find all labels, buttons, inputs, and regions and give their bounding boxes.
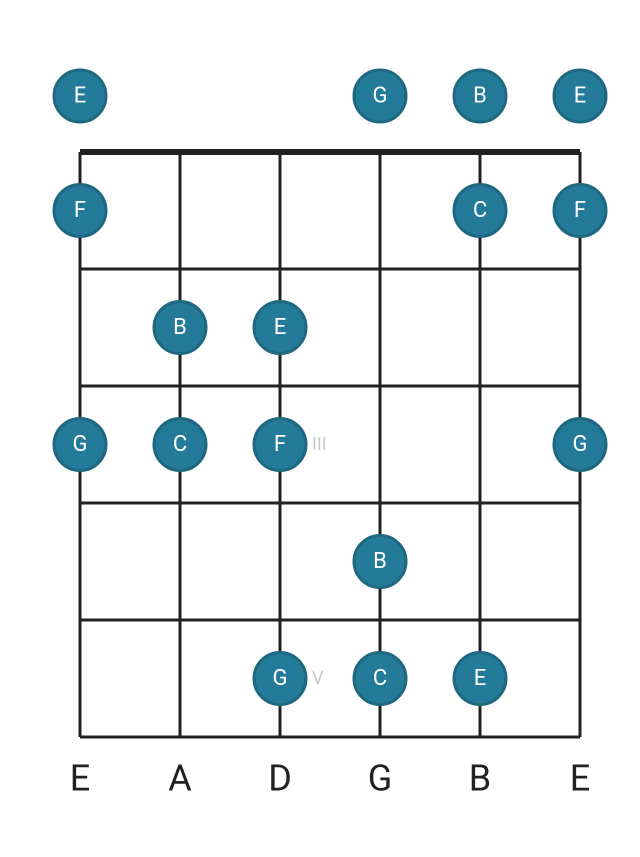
- note-s0-f1: F: [54, 185, 106, 237]
- note-open-s3: G: [354, 70, 406, 122]
- note-s3-f5: C: [354, 653, 406, 705]
- note-label: F: [574, 198, 586, 223]
- fret-marker: V: [312, 668, 324, 689]
- note-label: F: [74, 198, 86, 223]
- note-s1-f2: B: [154, 302, 206, 354]
- note-s3-f4: B: [354, 536, 406, 588]
- note-label: B: [173, 315, 187, 340]
- note-s2-f2: E: [254, 302, 306, 354]
- note-s2-f5: G: [254, 653, 306, 705]
- note-label: B: [473, 84, 487, 109]
- note-s4-f5: E: [454, 653, 506, 705]
- note-label: E: [474, 666, 487, 691]
- string-label: E: [70, 757, 90, 799]
- note-label: E: [574, 84, 587, 109]
- note-label: E: [74, 84, 87, 109]
- string-label: D: [268, 757, 292, 799]
- note-s1-f3: C: [154, 419, 206, 471]
- note-s5-f1: F: [554, 185, 606, 237]
- note-open-s4: B: [454, 70, 506, 122]
- note-s0-f3: G: [54, 419, 106, 471]
- note-label: C: [173, 432, 187, 457]
- string-label: E: [570, 757, 590, 799]
- fretboard-diagram: III V E G B E F C F B E G C F G B G C E E A D G B E: [0, 0, 640, 857]
- note-label: C: [473, 198, 487, 223]
- note-label: B: [373, 549, 387, 574]
- fret-marker: III: [312, 434, 327, 455]
- note-open-s0: E: [54, 70, 106, 122]
- note-label: C: [373, 666, 387, 691]
- note-label: G: [573, 432, 588, 457]
- string-label: G: [368, 757, 393, 799]
- note-label: G: [273, 666, 288, 691]
- note-open-s5: E: [554, 70, 606, 122]
- note-s2-f3: F: [254, 419, 306, 471]
- note-label: F: [274, 432, 286, 457]
- note-s5-f3: G: [554, 419, 606, 471]
- note-label: G: [73, 432, 88, 457]
- string-label: A: [168, 757, 192, 799]
- note-label: E: [274, 315, 287, 340]
- note-label: G: [373, 84, 388, 109]
- string-label: B: [469, 757, 491, 799]
- note-s4-f1: C: [454, 185, 506, 237]
